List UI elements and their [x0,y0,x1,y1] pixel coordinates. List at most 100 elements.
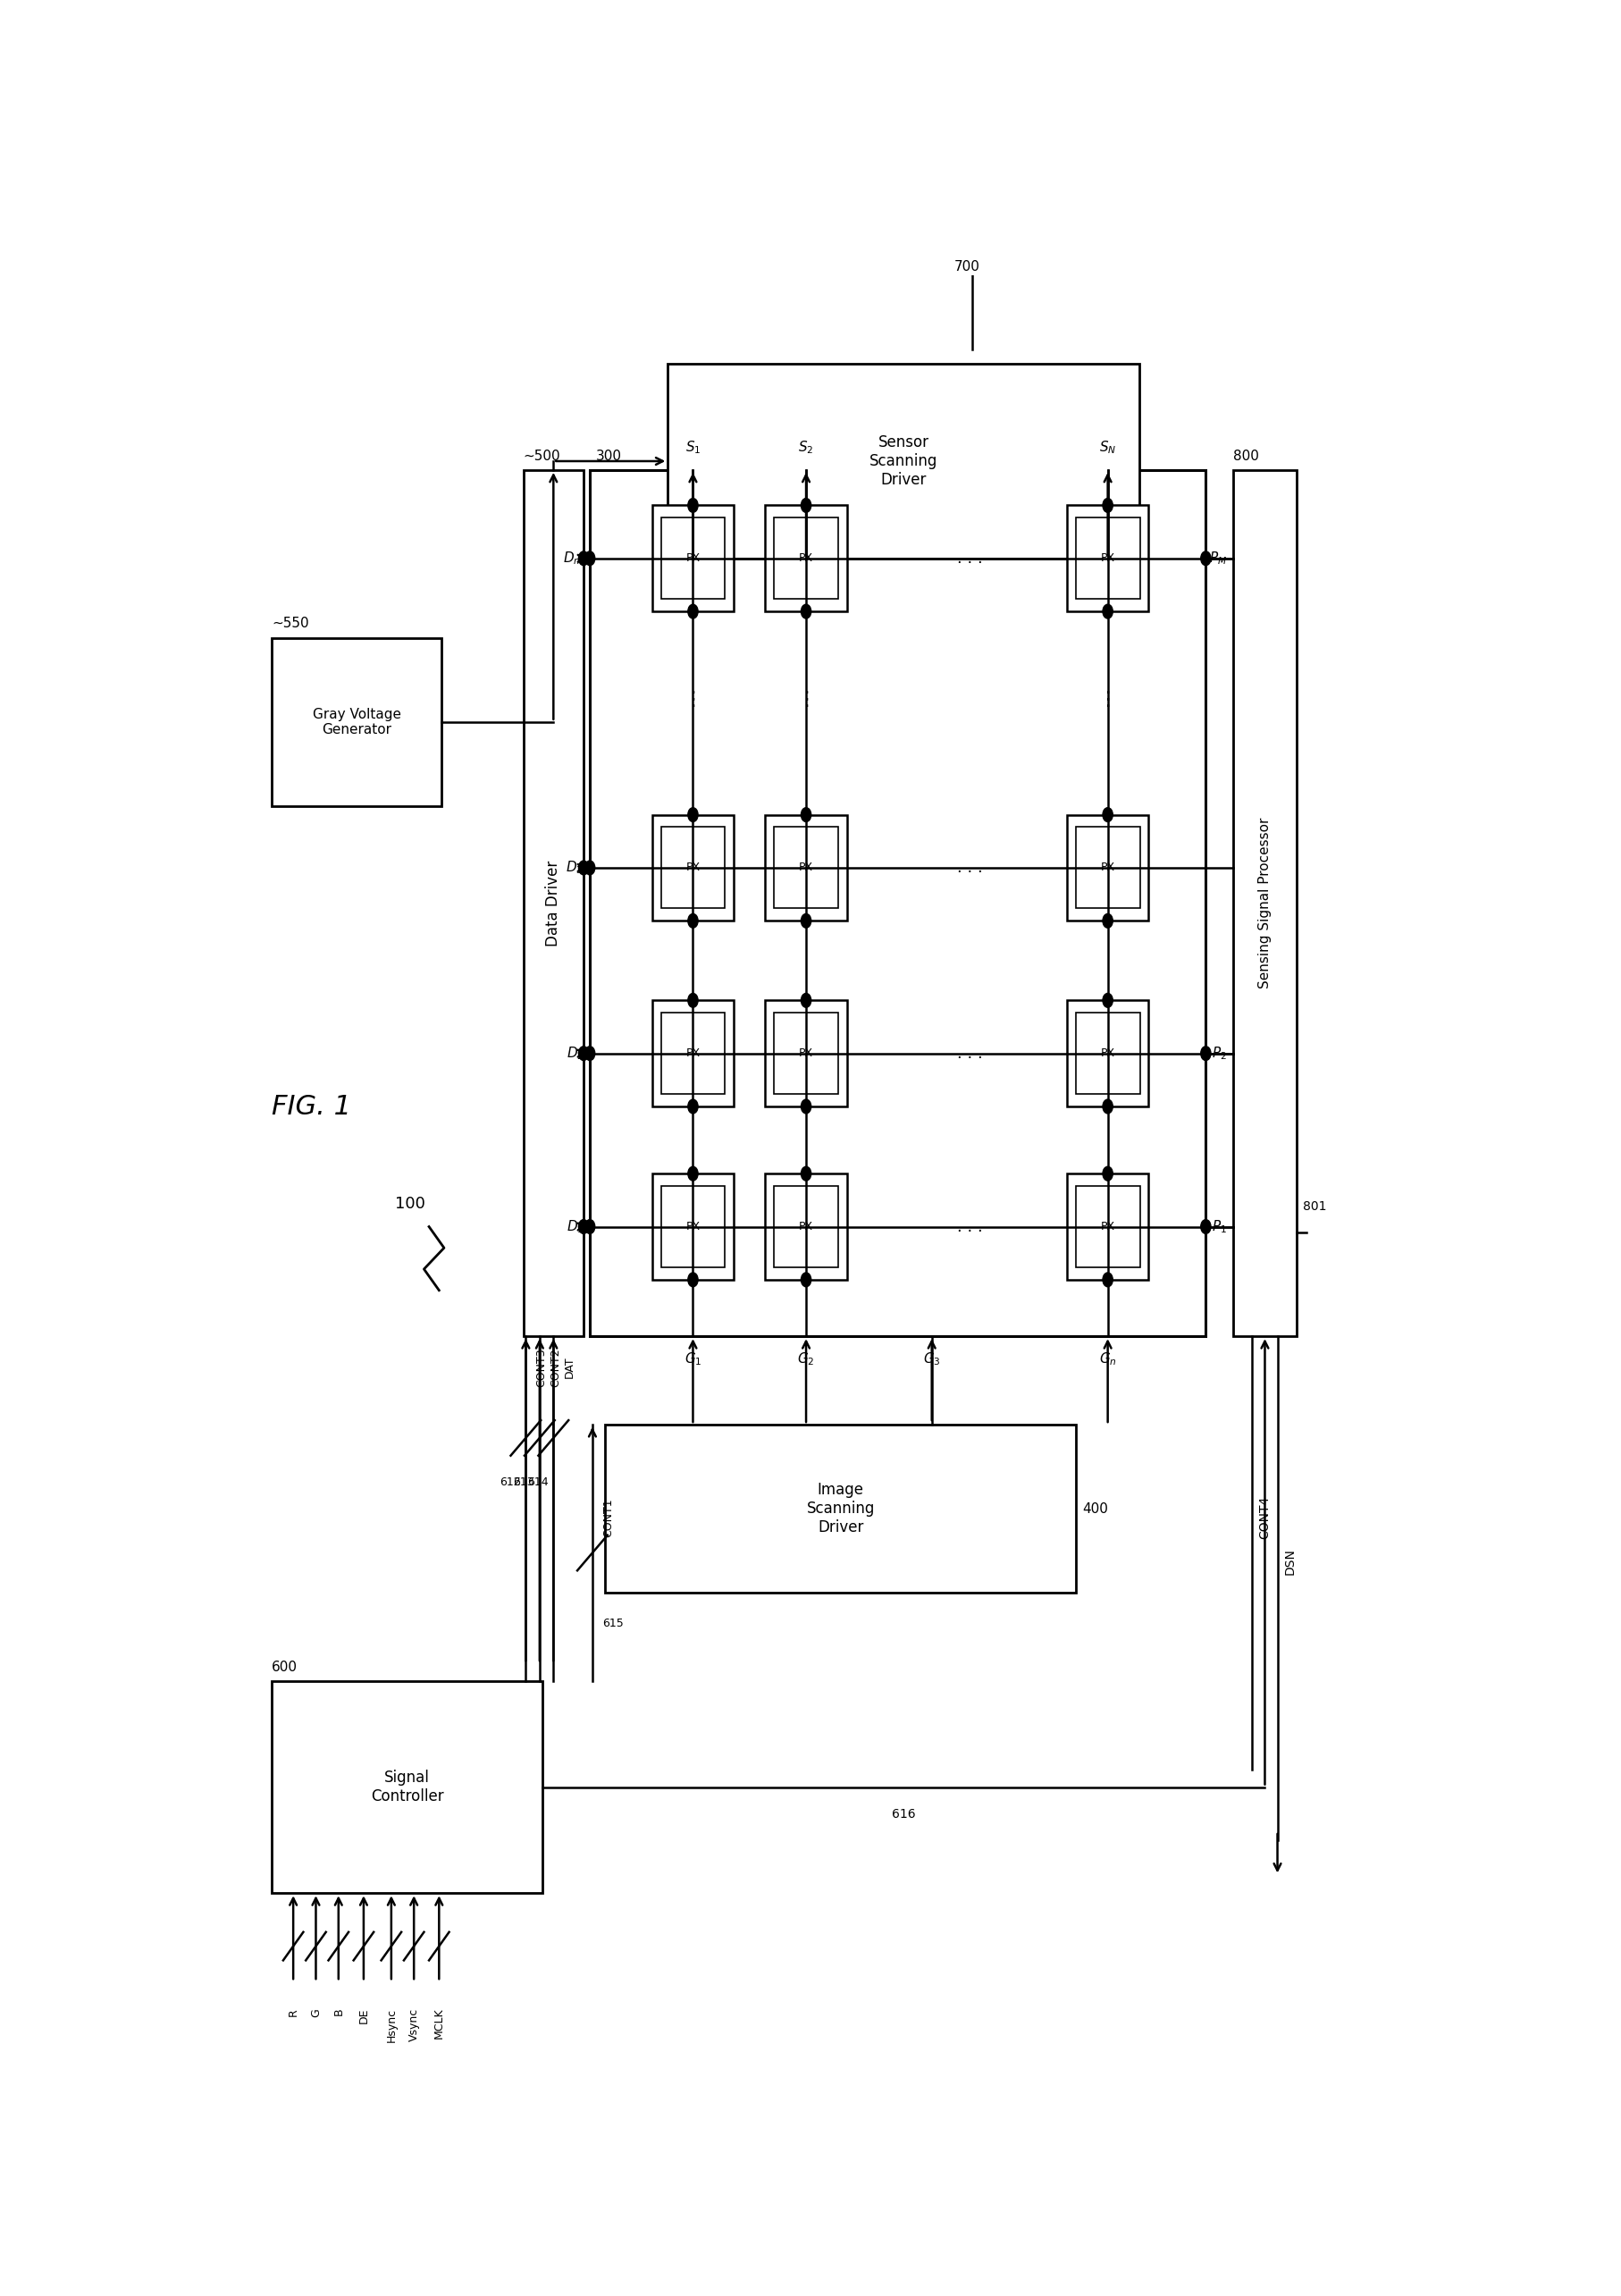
Bar [660,827,725,909]
Text: $P_2$: $P_2$ [1211,1045,1227,1061]
Text: Image
Scanning
Driver: Image Scanning Driver [806,1481,874,1536]
Circle shape [579,861,588,875]
Circle shape [579,551,588,565]
Bar [765,1173,846,1279]
Text: PX: PX [1101,1221,1114,1233]
Circle shape [801,1272,810,1286]
Text: $S_1$: $S_1$ [684,439,700,457]
Bar [773,1013,838,1095]
Text: $S_2$: $S_2$ [798,439,814,457]
Text: $G_2$: $G_2$ [798,1350,814,1366]
Bar [590,471,1204,1336]
Circle shape [1102,808,1112,822]
Text: $G_1$: $G_1$ [684,1350,702,1366]
Bar [1232,471,1295,1336]
Text: $P_1$: $P_1$ [1211,1219,1227,1235]
Text: 612: 612 [499,1476,520,1488]
Text: PX: PX [686,861,700,872]
Text: PX: PX [799,861,812,872]
Text: Gray Voltage
Generator: Gray Voltage Generator [313,707,400,737]
Circle shape [801,498,810,512]
Circle shape [1102,498,1112,512]
Bar [1075,517,1140,599]
Text: Signal
Controller: Signal Controller [370,1770,443,1805]
Bar [660,1013,725,1095]
Text: 300: 300 [597,450,622,461]
Circle shape [801,604,810,618]
Bar [1067,1173,1148,1279]
Circle shape [801,1100,810,1114]
Circle shape [801,1166,810,1180]
Circle shape [801,914,810,928]
Circle shape [801,808,810,822]
Circle shape [579,1047,588,1061]
Text: Vsync: Vsync [408,2009,420,2041]
Bar [773,517,838,599]
Text: . . .: . . . [956,1219,982,1235]
Circle shape [687,1272,697,1286]
Text: 100: 100 [396,1196,425,1212]
Circle shape [801,994,810,1008]
Text: CONT1: CONT1 [601,1497,614,1536]
Circle shape [585,1047,595,1061]
Bar [765,1001,846,1107]
Bar [773,1187,838,1267]
Text: DE: DE [358,2009,370,2023]
Bar [765,505,846,611]
Text: G: G [310,2009,321,2016]
Text: 615: 615 [601,1619,624,1630]
Text: $D_3$: $D_3$ [566,859,584,877]
Text: ~500: ~500 [524,450,561,461]
Text: . . .: . . . [956,551,982,567]
Text: $D_1$: $D_1$ [566,1219,584,1235]
Circle shape [585,861,595,875]
Circle shape [1200,1219,1211,1233]
Text: 600: 600 [272,1660,298,1674]
Circle shape [687,994,697,1008]
Text: $G_3$: $G_3$ [922,1350,940,1366]
Text: CONT4: CONT4 [1258,1497,1271,1538]
Text: $P_M$: $P_M$ [1209,551,1227,567]
Bar [272,1681,541,1894]
Text: 400: 400 [1083,1502,1107,1515]
Circle shape [1200,551,1211,565]
Text: PX: PX [686,1221,700,1233]
Text: CONT2: CONT2 [550,1348,561,1387]
Circle shape [687,914,697,928]
Text: FIG. 1: FIG. 1 [272,1093,352,1120]
Circle shape [687,498,697,512]
Bar [660,1187,725,1267]
Bar [765,815,846,921]
Circle shape [1200,1047,1211,1061]
Text: PX: PX [1101,1047,1114,1058]
Text: PX: PX [686,1047,700,1058]
Text: Sensing Signal Processor: Sensing Signal Processor [1258,817,1271,990]
Circle shape [687,1166,697,1180]
Text: . . .: . . . [956,1045,982,1061]
Text: 801: 801 [1302,1201,1326,1212]
Text: ⋮: ⋮ [1097,691,1117,709]
Circle shape [585,551,595,565]
Text: ⋮: ⋮ [682,691,702,709]
Bar [652,1173,733,1279]
Bar [1067,815,1148,921]
Text: Sensor
Scanning
Driver: Sensor Scanning Driver [869,434,937,487]
Text: PX: PX [799,1221,812,1233]
Circle shape [1102,1272,1112,1286]
Text: 800: 800 [1232,450,1258,461]
Text: 613: 613 [514,1476,535,1488]
Text: $S_N$: $S_N$ [1099,439,1115,457]
Bar [660,517,725,599]
Text: R: R [287,2009,298,2016]
Text: ~550: ~550 [272,618,310,631]
Text: B: B [332,2009,344,2016]
Bar [652,505,733,611]
Circle shape [1102,604,1112,618]
Circle shape [1102,1166,1112,1180]
Circle shape [585,1219,595,1233]
Bar [272,638,441,806]
Circle shape [579,1219,588,1233]
Bar [1075,1013,1140,1095]
Text: DSN: DSN [1284,1548,1295,1575]
Circle shape [687,604,697,618]
